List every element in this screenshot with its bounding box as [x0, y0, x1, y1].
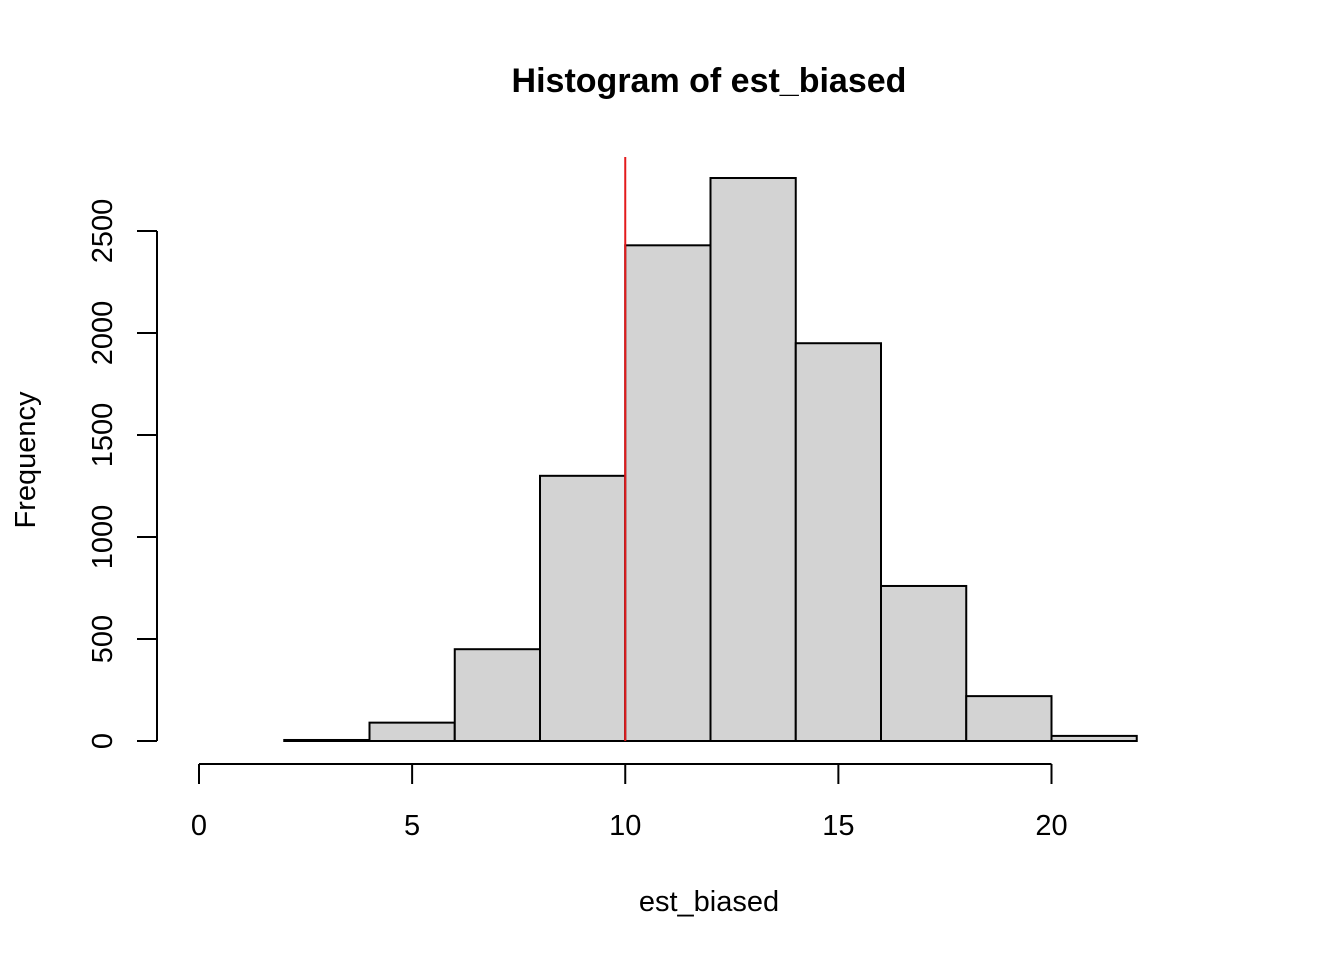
x-tick-label: 20	[1035, 810, 1067, 842]
histogram-bar	[794, 342, 882, 742]
y-tick-label: 0	[87, 733, 119, 749]
x-tick-label: 15	[822, 810, 854, 842]
x-tick-label: 10	[609, 810, 641, 842]
histogram-bar	[283, 738, 371, 743]
histogram-bar	[709, 177, 797, 742]
histogram-bar	[368, 721, 456, 742]
histogram-bar	[965, 695, 1053, 742]
histogram-bar	[453, 648, 541, 743]
bars-layer	[283, 177, 1138, 743]
y-tick-label: 2000	[87, 301, 119, 366]
histogram-bar	[880, 584, 968, 742]
y-tick-label: 500	[87, 615, 119, 663]
x-tick-label: 5	[404, 810, 420, 842]
x-axis-label: est_biased	[639, 886, 779, 918]
histogram-bar	[539, 474, 627, 742]
chart-title: Histogram of est_biased	[512, 62, 907, 100]
y-axis: 0 500 1000 1500 2000 2500	[87, 199, 158, 749]
histogram-bar	[624, 244, 712, 742]
y-tick-label: 2500	[87, 199, 119, 264]
histogram-bar	[1050, 734, 1138, 743]
y-tick-label: 1000	[87, 505, 119, 570]
y-axis-label: Frequency	[10, 391, 42, 529]
x-axis: 0 5 10 15 20	[191, 763, 1068, 842]
y-tick-label: 1500	[87, 403, 119, 468]
x-tick-label: 0	[191, 810, 207, 842]
